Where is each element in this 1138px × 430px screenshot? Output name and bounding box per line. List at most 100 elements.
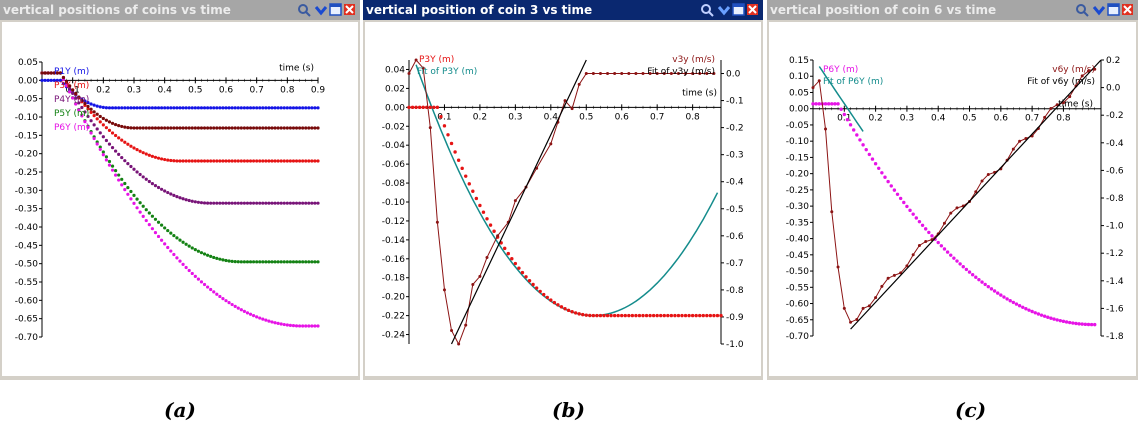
chart-a-point	[187, 126, 191, 130]
chart-b-position-point	[620, 313, 624, 318]
chart-c-velocity-point	[917, 244, 921, 248]
chevron-down-icon[interactable]	[717, 6, 731, 16]
chart-a-point	[273, 126, 277, 130]
zoom-icon[interactable]	[298, 4, 311, 17]
chart-a-point	[147, 126, 151, 130]
chart-c-position-point	[958, 262, 962, 266]
chart-c-position-point	[867, 152, 872, 157]
chart-a-point	[104, 158, 108, 162]
chart-c-velocity-point	[1080, 74, 1084, 78]
chart-a-legend-entry: P5Y (m)	[54, 109, 89, 119]
panel-c-titlebar[interactable]: vertical position of coin 6 vs time	[767, 0, 1138, 20]
chart-c-position-point	[836, 102, 840, 106]
chart-a-point	[74, 102, 78, 106]
chart-b-position-point	[698, 313, 702, 318]
chart-a-point	[196, 277, 200, 281]
chart-c-position-point	[1021, 305, 1025, 309]
chart-b-position-point	[432, 105, 436, 110]
chart-a-point	[218, 257, 222, 261]
chart-a-point	[316, 126, 320, 130]
chart-c-position-point	[1030, 309, 1034, 314]
caption-b: (b)	[552, 398, 585, 422]
chart-c-position-point	[999, 293, 1003, 297]
chart-a-point	[147, 179, 151, 184]
chart-a-point	[270, 320, 274, 324]
zoom-icon[interactable]	[1076, 4, 1089, 17]
chart-a-point	[126, 126, 130, 130]
chart-b-position-point	[662, 313, 666, 318]
chart-a-point	[282, 106, 286, 110]
chart-a-point	[239, 308, 243, 312]
chart-a-point	[129, 197, 133, 201]
chart-c-position-point	[977, 277, 981, 282]
chart-b-position-point	[719, 313, 723, 318]
chart-b-y2-tick-label: -0.3	[726, 151, 744, 161]
chart-a-point	[138, 210, 142, 214]
chart-a-point	[255, 260, 259, 264]
maximize-icon[interactable]	[329, 3, 342, 16]
chart-b-position-point	[485, 217, 489, 221]
chart-b-velocity-point	[712, 72, 716, 76]
chart-a-point	[224, 126, 228, 130]
chart-a-point	[252, 106, 256, 110]
chart-b-y-tick-label: -0.06	[382, 160, 406, 170]
zoom-icon[interactable]	[701, 4, 714, 17]
chart-c-fit-position-curve	[818, 66, 864, 132]
chart-a-point	[120, 183, 124, 187]
close-icon[interactable]	[344, 4, 355, 15]
chart-b-position-point	[442, 124, 447, 128]
chart-a-point	[71, 88, 75, 92]
chart-a-point	[215, 292, 219, 296]
chart-c-position-point	[1077, 322, 1081, 326]
chart-c-position-point	[817, 102, 821, 106]
close-icon[interactable]	[1122, 4, 1133, 15]
chart-a-point	[132, 106, 136, 110]
chart-a-point	[187, 268, 191, 273]
chart-a-point	[114, 133, 118, 138]
maximize-icon[interactable]	[1107, 3, 1120, 16]
chart-b-velocity-point	[676, 72, 680, 76]
panel-a-titlebar[interactable]: vertical positions of coins vs time	[0, 0, 360, 20]
chart-a-point	[107, 128, 112, 132]
chart-c-velocity-point	[855, 317, 859, 321]
chart-a-point	[83, 120, 87, 124]
chart-b-position-point	[492, 229, 496, 233]
chart-c-position-point	[851, 128, 856, 132]
chart-a-point	[160, 187, 164, 191]
chart-a-y-tick-label: -0.10	[15, 113, 39, 123]
chart-c-legend-entry: Fit of P6Y (m)	[823, 77, 883, 87]
chart-a-point	[86, 114, 90, 119]
close-icon[interactable]	[747, 4, 758, 15]
chart-a-point	[218, 294, 222, 299]
chart-b-velocity-point	[435, 220, 439, 224]
chart-a-point	[294, 126, 299, 130]
chart-b-velocity-point	[698, 72, 702, 76]
chart-c-velocity-point	[842, 306, 846, 310]
chart-b-position-point	[474, 196, 479, 201]
panel-b-titlebar[interactable]: vertical position of coin 3 vs time	[363, 0, 763, 20]
chart-a-y-tick-label: -0.20	[15, 150, 39, 160]
chevron-down-icon[interactable]	[314, 6, 328, 16]
maximize-icon[interactable]	[732, 3, 745, 16]
chart-c-y-tick-label: -0.60	[786, 300, 810, 310]
chart-b-position-point	[414, 105, 418, 110]
panel-c-plot: 0.1 0.2 0.3 0.4 0.5 0.6 0.7 0.8 0.15 0.10 0.05 0.00…	[769, 22, 1136, 376]
chart-c-velocity-point	[861, 306, 865, 310]
chart-b-velocity-point	[407, 72, 411, 76]
chart-c-position-point	[823, 102, 828, 106]
chart-b-velocity-point	[496, 234, 500, 238]
chart-a-point	[270, 106, 274, 110]
chart-b-position-point	[680, 313, 684, 318]
chart-a-point	[104, 155, 108, 159]
chart-c-position-point	[1033, 311, 1037, 315]
chart-a-point	[95, 112, 99, 116]
chevron-down-icon[interactable]	[1092, 6, 1106, 16]
chart-a-point	[196, 126, 200, 130]
chart-a-point	[52, 71, 56, 75]
chart-a-point	[215, 106, 219, 110]
chart-c-position-point	[927, 230, 931, 235]
chart-b-velocity-point	[563, 99, 567, 103]
chart-a-point	[199, 106, 204, 110]
chart-a-y-tick-label: -0.40	[15, 223, 39, 233]
chart-a-point	[83, 101, 87, 106]
